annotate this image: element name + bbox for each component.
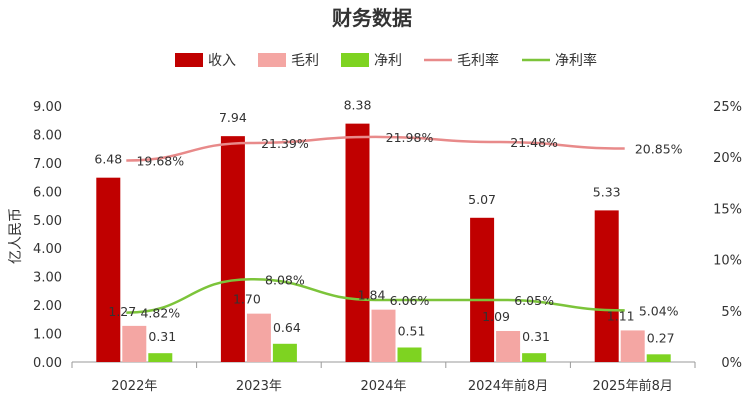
- bar: [220, 136, 245, 362]
- bar: [246, 313, 271, 362]
- y-tick-label: 7.00: [33, 157, 62, 172]
- bar-value-label: 0.64: [273, 320, 301, 335]
- bar: [594, 210, 619, 362]
- y2-tick-label: 0%: [721, 356, 742, 371]
- bar: [345, 123, 370, 362]
- bar-value-label: 1.11: [607, 308, 635, 323]
- bar: [371, 309, 396, 362]
- line-value-label: 4.82%: [140, 306, 180, 321]
- y2-tick-label: 10%: [713, 254, 742, 269]
- y-tick-label: 5.00: [33, 214, 62, 229]
- bar-value-label: 0.51: [398, 323, 426, 338]
- legend-label: 净利: [374, 53, 402, 69]
- bar: [397, 347, 422, 362]
- y-axis-title: 亿人民币: [8, 208, 24, 264]
- bar-value-label: 7.94: [219, 110, 247, 125]
- bar-value-label: 1.70: [233, 292, 261, 307]
- bar-value-label: 8.38: [344, 98, 372, 113]
- legend-swatch: [175, 53, 203, 67]
- chart-title: 财务数据: [332, 6, 412, 30]
- bar: [96, 177, 121, 362]
- bar: [470, 217, 495, 362]
- legend-swatch: [258, 53, 286, 67]
- line-value-label: 20.85%: [635, 141, 683, 156]
- bar-value-label: 0.31: [148, 329, 176, 344]
- bar-value-label: 5.07: [468, 192, 496, 207]
- axes: 0.00 1.00 2.00 3.00 4.00 5.00 6.00 7.00 8.00 9.00…: [33, 100, 742, 394]
- bar-value-label: 0.27: [647, 330, 675, 345]
- legend-swatch: [341, 53, 369, 67]
- legend-label: 收入: [208, 53, 236, 69]
- y-tick-label: 3.00: [33, 271, 62, 286]
- y-tick-label: 2.00: [33, 299, 62, 314]
- legend-label: 毛利率: [457, 52, 499, 69]
- y-tick-label: 1.00: [33, 328, 62, 343]
- bar: [646, 354, 671, 362]
- line-value-label: 21.48%: [510, 135, 558, 150]
- bar: [620, 330, 645, 362]
- x-tick-label: 2024年: [360, 379, 406, 394]
- y-tick-label: 9.00: [33, 100, 62, 115]
- x-tick-label: 2023年: [236, 379, 282, 394]
- bar: [496, 330, 521, 362]
- y2-tick-label: 15%: [713, 202, 742, 217]
- line-value-label: 6.06%: [390, 293, 430, 308]
- bar-value-label: 1.09: [482, 309, 510, 324]
- line-value-label: 21.39%: [261, 136, 309, 151]
- y-tick-label: 6.00: [33, 185, 62, 200]
- line-value-label: 5.04%: [639, 303, 679, 318]
- y-tick-label: 4.00: [33, 242, 62, 257]
- line-value-label: 6.05%: [514, 293, 554, 308]
- legend-label: 净利率: [555, 52, 597, 69]
- y2-tick-label: 25%: [713, 100, 742, 115]
- bar: [122, 325, 147, 362]
- bar: [272, 343, 297, 362]
- bar-value-label: 6.48: [94, 152, 122, 167]
- y-tick-label: 8.00: [33, 128, 62, 143]
- y-tick-label: 0.00: [33, 356, 62, 371]
- x-tick-label: 2022年: [111, 379, 157, 394]
- bar: [522, 353, 547, 362]
- bar-value-label: 0.31: [522, 329, 550, 344]
- bar-value-label: 5.33: [593, 184, 621, 199]
- line-value-label: 8.08%: [265, 272, 305, 287]
- series-line: [126, 278, 625, 314]
- line-value-label: 21.98%: [386, 130, 434, 145]
- bar-value-label: 1.27: [108, 304, 136, 319]
- bars: [96, 123, 671, 362]
- y2-tick-label: 5%: [721, 305, 742, 320]
- legend: 收入 毛利 净利 毛利率 净利率: [175, 52, 597, 69]
- x-tick-label: 2025年前8月: [593, 378, 673, 394]
- series-line: [126, 135, 625, 162]
- data-labels: 6.48 7.94 8.38 5.07 5.33 1.27 1.70 1.84 1.09 1.11…: [94, 98, 682, 346]
- lines: [126, 135, 625, 314]
- bar: [148, 353, 173, 362]
- y2-tick-label: 20%: [713, 151, 742, 166]
- x-tick-label: 2024年前8月: [468, 378, 548, 394]
- line-value-label: 19.68%: [136, 153, 184, 168]
- legend-label: 毛利: [291, 53, 319, 69]
- bar-value-label: 1.84: [358, 288, 386, 303]
